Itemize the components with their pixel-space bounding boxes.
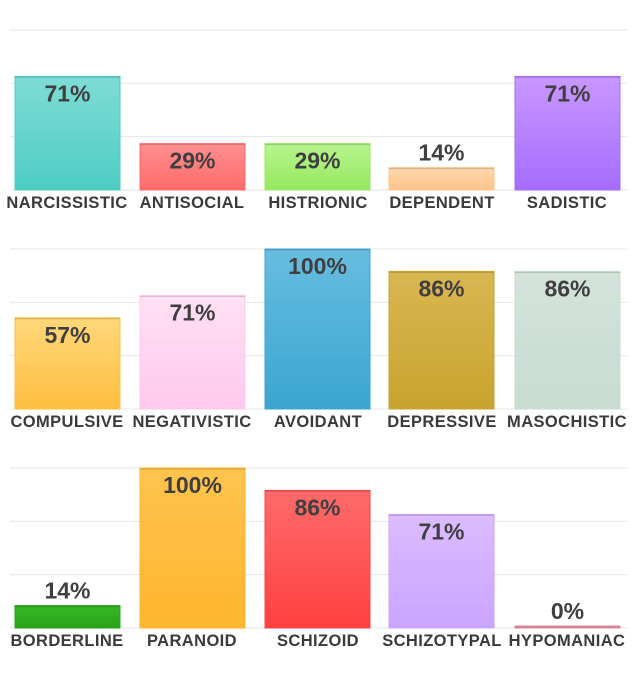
value-label-schizotypal: 71%: [418, 518, 464, 544]
chart-panel-3: 14% BORDERLINE 100% PARANOID 86% SCHIZOID 71% S…: [10, 467, 627, 650]
value-label-negativistic: 71%: [169, 299, 215, 325]
category-label-sadistic: SADISTIC: [527, 194, 607, 212]
bar-sadistic[interactable]: [514, 75, 621, 191]
category-label-histrionic: HISTRIONIC: [268, 194, 367, 212]
category-label-avoidant: AVOIDANT: [274, 413, 362, 431]
bar-masochistic[interactable]: [514, 270, 621, 410]
bar-narcissistic[interactable]: [14, 75, 121, 191]
value-label-antisocial: 29%: [169, 148, 215, 174]
value-label-dependent: 14%: [418, 140, 464, 166]
bar-antisocial[interactable]: [139, 143, 246, 191]
category-label-antisocial: ANTISOCIAL: [140, 194, 245, 212]
category-label-compulsive: COMPULSIVE: [10, 413, 123, 431]
chart-panel-2: 57% COMPULSIVE 71% NEGATIVISTIC 100% AVOIDANT…: [10, 248, 627, 431]
category-label-paranoid: PARANOID: [147, 632, 237, 650]
category-label-negativistic: NEGATIVISTIC: [132, 413, 251, 431]
value-label-narcissistic: 71%: [44, 80, 90, 106]
bar-avoidant[interactable]: [264, 248, 371, 410]
bar-histrionic[interactable]: [264, 143, 371, 191]
value-label-masochistic: 86%: [544, 275, 590, 301]
category-label-depressive: DEPRESSIVE: [387, 413, 496, 431]
chart-panel-1: 71% NARCISSISTIC 29% ANTISOCIAL 29% HISTRIONI…: [6, 29, 627, 212]
bar-schizoid[interactable]: [264, 489, 371, 629]
bar-compulsive[interactable]: [14, 317, 121, 410]
category-label-narcissistic: NARCISSISTIC: [6, 194, 127, 212]
bar-schizotypal[interactable]: [388, 513, 495, 629]
category-label-schizoid: SCHIZOID: [277, 632, 359, 650]
category-label-borderline: BORDERLINE: [10, 632, 123, 650]
bar-borderline[interactable]: [14, 605, 121, 629]
bar-depressive[interactable]: [388, 270, 495, 410]
value-label-depressive: 86%: [418, 275, 464, 301]
value-label-schizoid: 86%: [294, 494, 340, 520]
value-label-paranoid: 100%: [163, 472, 222, 498]
bar-paranoid[interactable]: [139, 467, 246, 629]
category-label-schizotypal: SCHIZOTYPAL: [382, 632, 502, 650]
value-label-borderline: 14%: [44, 578, 90, 604]
value-label-hypomaniac: 0%: [551, 598, 584, 624]
category-label-masochistic: MASOCHISTIC: [507, 413, 627, 431]
category-label-dependent: DEPENDENT: [389, 194, 494, 212]
bar-dependent[interactable]: [388, 167, 495, 191]
bar-hypomaniac[interactable]: [514, 625, 621, 629]
value-label-avoidant: 100%: [288, 253, 347, 279]
bar-negativistic[interactable]: [139, 294, 246, 410]
value-label-sadistic: 71%: [544, 80, 590, 106]
value-label-compulsive: 57%: [44, 322, 90, 348]
category-label-hypomaniac: HYPOMANIAC: [509, 632, 626, 650]
value-label-histrionic: 29%: [294, 148, 340, 174]
